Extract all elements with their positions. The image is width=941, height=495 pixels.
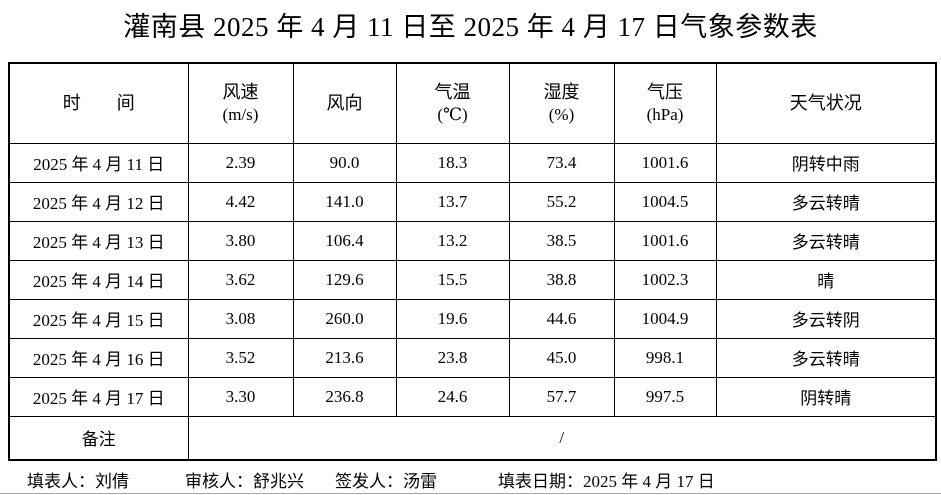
col-header-pressure-unit: (hPa) bbox=[646, 105, 684, 125]
date-cell: 2025 年 4 月 12 日 bbox=[8, 181, 189, 222]
date-cell: 2025 年 4 月 16 日 bbox=[8, 337, 189, 378]
temperature-cell: 23.8 bbox=[395, 337, 510, 378]
wind-speed-cell: 3.62 bbox=[187, 259, 294, 300]
wind-speed-cell: 2.39 bbox=[187, 142, 294, 183]
temperature-cell: 13.2 bbox=[395, 220, 510, 261]
remark-row: 备注 / bbox=[8, 415, 937, 461]
weather-cell: 多云转阴 bbox=[715, 298, 937, 339]
footer-reviewer: 审核人：舒兆兴 bbox=[185, 472, 304, 491]
remark-label-cell: 备注 bbox=[8, 415, 189, 461]
table-row: 2025 年 4 月 17 日 3.30 236.8 24.6 57.7 997… bbox=[8, 376, 937, 417]
wind-direction-cell: 129.6 bbox=[292, 259, 397, 300]
col-header-time: 时 间 bbox=[8, 62, 189, 144]
wind-speed-cell: 3.52 bbox=[187, 337, 294, 378]
col-header-time-label: 时 间 bbox=[62, 93, 135, 114]
temperature-cell: 18.3 bbox=[395, 142, 510, 183]
temperature-cell: 19.6 bbox=[395, 298, 510, 339]
table-row: 2025 年 4 月 16 日 3.52 213.6 23.8 45.0 998… bbox=[8, 337, 937, 378]
footer-issuer: 签发人：汤雷 bbox=[335, 472, 437, 491]
col-header-pressure: 气压 (hPa) bbox=[613, 62, 717, 144]
col-header-humidity-label: 湿度 bbox=[543, 82, 580, 103]
weather-table: 时 间 风速 (m/s) 风向 气温 (℃) 湿度 (%) bbox=[8, 62, 937, 461]
col-header-temperature: 气温 (℃) bbox=[395, 62, 510, 144]
date-cell: 2025 年 4 月 17 日 bbox=[8, 376, 189, 417]
pressure-cell: 1004.5 bbox=[613, 181, 717, 222]
humidity-cell: 45.0 bbox=[508, 337, 615, 378]
wind-speed-cell: 4.42 bbox=[187, 181, 294, 222]
col-header-wind-direction: 风向 bbox=[292, 62, 397, 144]
weather-cell: 多云转晴 bbox=[715, 337, 937, 378]
col-header-humidity-unit: (%) bbox=[548, 105, 575, 125]
table-row: 2025 年 4 月 11 日 2.39 90.0 18.3 73.4 1001… bbox=[8, 142, 937, 183]
table-row: 2025 年 4 月 15 日 3.08 260.0 19.6 44.6 100… bbox=[8, 298, 937, 339]
weather-cell: 晴 bbox=[715, 259, 937, 300]
humidity-cell: 55.2 bbox=[508, 181, 615, 222]
date-cell: 2025 年 4 月 15 日 bbox=[8, 298, 189, 339]
page-title: 灌南县 2025 年 4 月 11 日至 2025 年 4 月 17 日气象参数… bbox=[123, 12, 818, 42]
date-cell: 2025 年 4 月 14 日 bbox=[8, 259, 189, 300]
col-header-weather-label: 天气状况 bbox=[789, 93, 862, 114]
col-header-weather: 天气状况 bbox=[715, 62, 937, 144]
wind-direction-cell: 213.6 bbox=[292, 337, 397, 378]
wind-direction-cell: 260.0 bbox=[292, 298, 397, 339]
table-row: 2025 年 4 月 12 日 4.42 141.0 13.7 55.2 100… bbox=[8, 181, 937, 222]
date-cell: 2025 年 4 月 13 日 bbox=[8, 220, 189, 261]
wind-speed-cell: 3.08 bbox=[187, 298, 294, 339]
table-row: 2025 年 4 月 14 日 3.62 129.6 15.5 38.8 100… bbox=[8, 259, 937, 300]
col-header-wind-speed-label: 风速 bbox=[222, 82, 259, 103]
bottom-divider bbox=[0, 493, 941, 494]
col-header-humidity: 湿度 (%) bbox=[508, 62, 615, 144]
weather-cell: 阴转晴 bbox=[715, 376, 937, 417]
humidity-cell: 38.8 bbox=[508, 259, 615, 300]
pressure-cell: 1002.3 bbox=[613, 259, 717, 300]
col-header-temperature-label: 气温 bbox=[434, 82, 471, 103]
humidity-cell: 44.6 bbox=[508, 298, 615, 339]
header-row: 时 间 风速 (m/s) 风向 气温 (℃) 湿度 (%) bbox=[8, 62, 937, 144]
footer-date: 填表日期：2025 年 4 月 17 日 bbox=[498, 472, 715, 491]
weather-cell: 多云转晴 bbox=[715, 220, 937, 261]
pressure-cell: 998.1 bbox=[613, 337, 717, 378]
humidity-cell: 73.4 bbox=[508, 142, 615, 183]
wind-direction-cell: 141.0 bbox=[292, 181, 397, 222]
date-cell: 2025 年 4 月 11 日 bbox=[8, 142, 189, 183]
temperature-cell: 15.5 bbox=[395, 259, 510, 300]
table-row: 2025 年 4 月 13 日 3.80 106.4 13.2 38.5 100… bbox=[8, 220, 937, 261]
col-header-pressure-label: 气压 bbox=[647, 82, 683, 103]
remark-value-cell: / bbox=[187, 415, 937, 461]
col-header-wind-direction-label: 风向 bbox=[326, 93, 363, 114]
wind-speed-cell: 3.80 bbox=[187, 220, 294, 261]
temperature-cell: 24.6 bbox=[395, 376, 510, 417]
humidity-cell: 38.5 bbox=[508, 220, 615, 261]
pressure-cell: 1001.6 bbox=[613, 220, 717, 261]
humidity-cell: 57.7 bbox=[508, 376, 615, 417]
wind-direction-cell: 236.8 bbox=[292, 376, 397, 417]
wind-direction-cell: 106.4 bbox=[292, 220, 397, 261]
col-header-wind-speed: 风速 (m/s) bbox=[187, 62, 294, 144]
footer-filler: 填表人：刘倩 bbox=[27, 472, 129, 491]
pressure-cell: 1001.6 bbox=[613, 142, 717, 183]
pressure-cell: 997.5 bbox=[613, 376, 717, 417]
col-header-wind-speed-unit: (m/s) bbox=[222, 105, 259, 125]
col-header-temperature-unit: (℃) bbox=[437, 105, 468, 125]
weather-cell: 多云转晴 bbox=[715, 181, 937, 222]
temperature-cell: 13.7 bbox=[395, 181, 510, 222]
wind-speed-cell: 3.30 bbox=[187, 376, 294, 417]
wind-direction-cell: 90.0 bbox=[292, 142, 397, 183]
footer-signatures: 填表人：刘倩 审核人：舒兆兴 签发人：汤雷 填表日期：2025 年 4 月 17… bbox=[0, 470, 941, 494]
weather-cell: 阴转中雨 bbox=[715, 142, 937, 183]
pressure-cell: 1004.9 bbox=[613, 298, 717, 339]
